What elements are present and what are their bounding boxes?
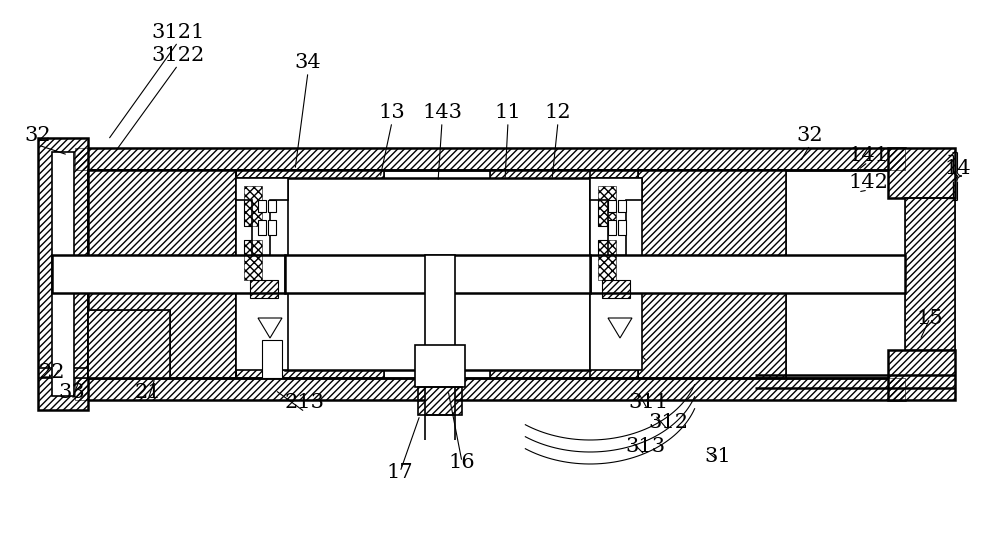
Text: 33: 33	[59, 383, 85, 402]
Bar	[638, 170, 786, 378]
Text: 312: 312	[648, 413, 688, 432]
Bar	[38, 138, 88, 410]
Bar	[590, 178, 642, 370]
Bar	[888, 350, 955, 400]
Text: 32: 32	[797, 125, 823, 144]
Bar	[268, 220, 276, 235]
Bar	[88, 310, 170, 378]
Bar	[244, 240, 262, 280]
Bar	[905, 198, 955, 350]
Bar	[888, 350, 955, 400]
Bar	[236, 178, 288, 370]
Text: 311: 311	[628, 393, 668, 412]
Bar	[618, 220, 626, 235]
Bar	[75, 148, 905, 170]
Bar	[258, 200, 266, 212]
Bar	[244, 240, 262, 280]
Bar	[250, 280, 278, 298]
Bar	[75, 378, 905, 400]
Text: 34: 34	[295, 52, 321, 71]
Bar	[598, 240, 616, 280]
Text: 17: 17	[387, 462, 413, 481]
Bar	[75, 148, 905, 170]
Bar	[888, 148, 955, 198]
Bar	[888, 148, 955, 198]
Bar	[88, 170, 236, 378]
Bar	[618, 200, 626, 212]
Bar	[418, 387, 462, 415]
Text: 13: 13	[379, 102, 405, 121]
Polygon shape	[88, 310, 170, 378]
Bar	[490, 170, 638, 378]
Bar	[608, 200, 616, 212]
Bar	[268, 200, 276, 212]
Polygon shape	[236, 178, 288, 255]
Text: 213: 213	[285, 393, 325, 412]
Bar	[244, 186, 262, 226]
Text: 31: 31	[705, 447, 731, 467]
Bar	[262, 340, 282, 378]
Text: 21: 21	[135, 383, 161, 402]
Bar	[905, 198, 955, 350]
Bar	[38, 138, 88, 410]
Bar	[608, 220, 616, 235]
Text: 3122: 3122	[151, 46, 205, 65]
Text: 32: 32	[25, 125, 51, 144]
Text: 3121: 3121	[151, 22, 205, 42]
Bar	[236, 170, 384, 378]
Text: 11: 11	[495, 102, 521, 121]
Bar	[88, 170, 236, 378]
Text: 15: 15	[917, 309, 943, 328]
Text: 142: 142	[848, 173, 888, 192]
Text: 141: 141	[848, 145, 888, 164]
Text: 143: 143	[422, 102, 462, 121]
Bar	[75, 378, 905, 400]
Bar	[490, 170, 638, 378]
Text: 16: 16	[449, 452, 475, 471]
Polygon shape	[590, 178, 642, 255]
Bar	[415, 345, 465, 387]
Text: 14: 14	[945, 159, 971, 178]
Bar	[590, 255, 905, 293]
Bar	[598, 240, 616, 280]
Bar	[425, 255, 455, 415]
Bar	[285, 178, 590, 370]
Bar	[602, 280, 630, 298]
Polygon shape	[258, 318, 282, 338]
Text: 313: 313	[625, 437, 665, 457]
Text: 12: 12	[545, 102, 571, 121]
Bar	[598, 186, 616, 226]
Bar	[285, 255, 590, 293]
Text: 22: 22	[39, 363, 65, 382]
Bar	[258, 220, 266, 235]
Bar	[598, 186, 616, 226]
Bar	[236, 170, 384, 378]
Bar	[52, 255, 285, 293]
Polygon shape	[608, 318, 632, 338]
Bar	[244, 186, 262, 226]
Bar	[52, 152, 74, 396]
Bar	[638, 170, 786, 378]
